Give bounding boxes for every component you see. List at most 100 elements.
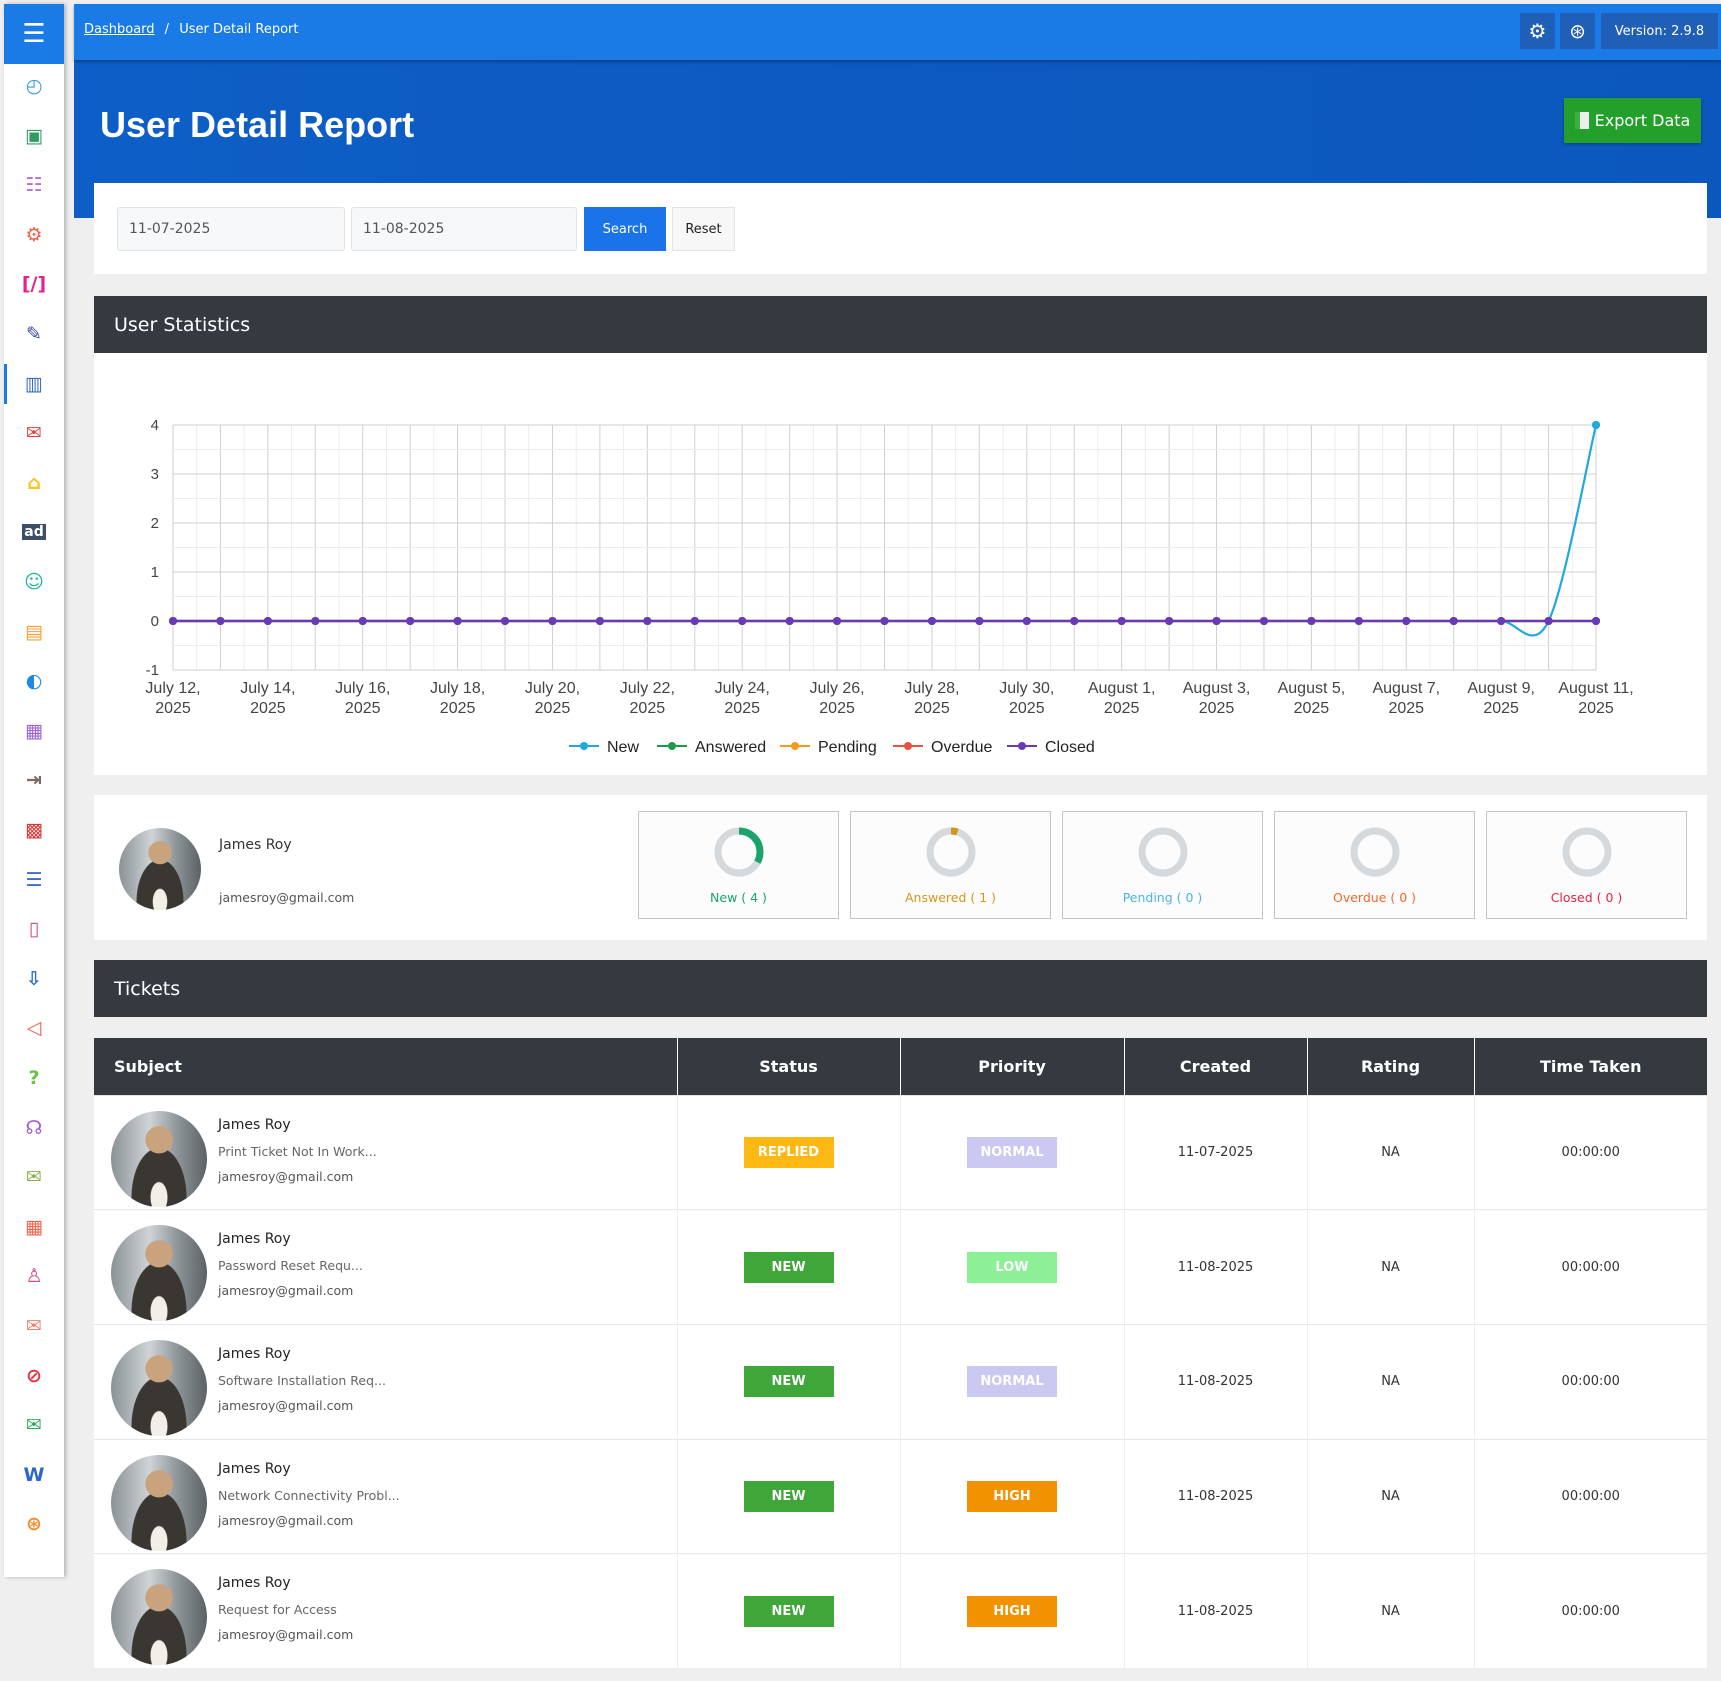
ticket-icon: ▣: [25, 124, 43, 147]
priority-badge: HIGH: [967, 1480, 1057, 1512]
sidebar-item-reports-chart[interactable]: ▥: [4, 363, 64, 404]
donut-track: [926, 827, 976, 877]
chart-card: 4 3 2 1 0 -1 July 12, 2025 July 14, 2025 July 16, 2…: [94, 353, 1707, 775]
priority-cell: NORMAL: [899, 1323, 1124, 1440]
table-row[interactable]: James Roy Software Installation Req... jam…: [94, 1323, 1707, 1440]
x-tick-label: August 1, 2025: [1088, 680, 1156, 717]
ticket-name: James Roy: [218, 1575, 291, 1592]
settings-icon[interactable]: ⚙: [1520, 13, 1555, 49]
series-closed: [169, 617, 1600, 625]
x-tick-label: August 3, 2025: [1183, 680, 1251, 717]
sidebar-item-brush[interactable]: ✎: [4, 314, 64, 354]
column-header-priority[interactable]: Priority: [899, 1038, 1124, 1095]
to-date-input[interactable]: [351, 207, 577, 251]
sidebar-item-lifebuoy[interactable]: ⊛: [4, 1504, 64, 1544]
sidebar-item-email-template[interactable]: ✉: [4, 413, 64, 453]
export-file-icon: [1574, 112, 1589, 129]
table-row[interactable]: James Roy Password Reset Requ... jamesroy@…: [94, 1209, 1707, 1325]
data-point: [880, 617, 889, 625]
data-point: [1497, 617, 1506, 625]
sidebar-item-ticket[interactable]: ▣: [4, 116, 64, 156]
sidebar-item-word-doc[interactable]: W: [4, 1455, 64, 1495]
sidebar-item-ad[interactable]: ad: [4, 512, 64, 552]
sidebar-item-smiley[interactable]: ☺: [4, 562, 64, 602]
data-point: [1259, 617, 1268, 625]
priority-badge: HIGH: [967, 1595, 1057, 1627]
sidebar-item-import[interactable]: ⇥: [4, 760, 64, 800]
sidebar-item-user-tag[interactable]: ♙: [4, 1256, 64, 1296]
breadcrumb-dashboard-link[interactable]: Dashboard: [84, 22, 155, 37]
y-tick-label: 2: [151, 515, 159, 532]
ticket-subject[interactable]: Software Installation Req...: [218, 1372, 386, 1388]
ticket-subject[interactable]: Network Connectivity Probl...: [218, 1487, 400, 1503]
sidebar-item-custom-code[interactable]: [/]: [4, 264, 64, 304]
search-button[interactable]: Search: [584, 207, 666, 251]
stat-label: Pending ( 0 ): [1122, 890, 1203, 905]
table-row[interactable]: James Roy Print Ticket Not In Work... jame…: [94, 1094, 1707, 1210]
ticket-subject[interactable]: Print Ticket Not In Work...: [218, 1143, 377, 1159]
sidebar-item-open-mail[interactable]: ✉: [4, 1157, 64, 1197]
sidebar-item-block[interactable]: ⊘: [4, 1356, 64, 1396]
sidebar-item-mail[interactable]: ✉: [4, 1306, 64, 1346]
subject-cell: James Roy Password Reset Requ... jamesroy@…: [94, 1209, 677, 1325]
sidebar-item-analytics[interactable]: ▦: [4, 711, 64, 751]
legend-label: New: [607, 739, 639, 756]
stat-label: Overdue ( 0 ): [1332, 890, 1417, 905]
from-date-input[interactable]: [117, 207, 345, 251]
legend-item-overdue[interactable]: Overdue: [893, 739, 992, 756]
column-header-subject[interactable]: Subject: [94, 1038, 677, 1095]
x-tick-label: July 24, 2025: [715, 680, 770, 717]
sidebar-item-id-badge[interactable]: ▤: [4, 612, 64, 652]
ticket-email: jamesroy@gmail.com: [218, 1512, 354, 1528]
sidebar-item-users[interactable]: ☷: [4, 165, 64, 205]
column-header-rating[interactable]: Rating: [1306, 1038, 1474, 1095]
table-row[interactable]: James Roy Network Connectivity Probl... ja…: [94, 1438, 1707, 1554]
cc-mail-icon: ✉: [26, 1414, 42, 1437]
data-point: [1402, 617, 1411, 625]
export-label: Export Data: [1594, 111, 1691, 130]
ticket-name: James Roy: [218, 1345, 291, 1362]
sidebar-item-spreadsheet[interactable]: ▦: [4, 1207, 64, 1247]
smiley-icon: ☺: [24, 571, 44, 593]
user-statistics-header: User Statistics: [94, 296, 1707, 353]
profile-email: jamesroy@gmail.com: [219, 890, 355, 905]
user-tag-icon: ♙: [25, 1265, 43, 1288]
legend-item-closed[interactable]: Closed: [1007, 739, 1095, 756]
data-point: [927, 617, 936, 625]
sidebar-item-megaphone[interactable]: ◁: [4, 1008, 64, 1048]
time-cell: 00:00:00: [1473, 1209, 1707, 1325]
legend-item-pending[interactable]: Pending: [780, 739, 877, 756]
ticket-subject[interactable]: Password Reset Requ...: [218, 1258, 363, 1274]
sidebar-item-dashboard[interactable]: ◴: [4, 66, 64, 106]
table-row[interactable]: James Roy Request for Access jamesroy@gmai…: [94, 1553, 1707, 1669]
column-header-created[interactable]: Created: [1123, 1038, 1307, 1095]
legend-item-answered[interactable]: Answered: [657, 739, 766, 756]
stat-box-overdue: Overdue ( 0 ): [1274, 811, 1475, 919]
export-data-button[interactable]: Export Data: [1564, 98, 1701, 143]
sidebar-item-cc-mail[interactable]: ✉: [4, 1405, 64, 1445]
stat-label: New ( 4 ): [710, 890, 767, 905]
ticket-subject[interactable]: Request for Access: [218, 1602, 337, 1618]
data-point: [501, 617, 510, 625]
sidebar-item-headset[interactable]: ☊: [4, 1108, 64, 1148]
sidebar-item-archive[interactable]: ▩: [4, 810, 64, 850]
sidebar-item-list[interactable]: ☰: [4, 860, 64, 900]
sidebar-item-contrast[interactable]: ◐: [4, 661, 64, 701]
column-header-time-taken[interactable]: Time Taken: [1473, 1038, 1707, 1095]
reports-chart-icon: ▥: [25, 372, 43, 395]
legend-item-new[interactable]: New: [569, 739, 639, 756]
reset-button[interactable]: Reset: [672, 207, 735, 251]
ticket-name: James Roy: [218, 1116, 291, 1133]
help-lifebuoy-icon[interactable]: ⊛: [1560, 13, 1595, 49]
sidebar-item-question[interactable]: ?: [4, 1058, 64, 1098]
created-cell: 11-08-2025: [1123, 1553, 1307, 1669]
status-cell: NEW: [676, 1209, 900, 1325]
legend-marker: [791, 742, 799, 750]
sidebar-item-download[interactable]: ⇩: [4, 959, 64, 999]
sidebar-item-settings[interactable]: ⚙: [4, 215, 64, 255]
hamburger-icon[interactable]: ☰: [4, 4, 64, 64]
sidebar-item-lock[interactable]: ⌂: [4, 463, 64, 503]
column-header-status[interactable]: Status: [676, 1038, 900, 1095]
x-tick-label: July 22, 2025: [620, 680, 675, 717]
sidebar-item-book[interactable]: ▯: [4, 909, 64, 949]
